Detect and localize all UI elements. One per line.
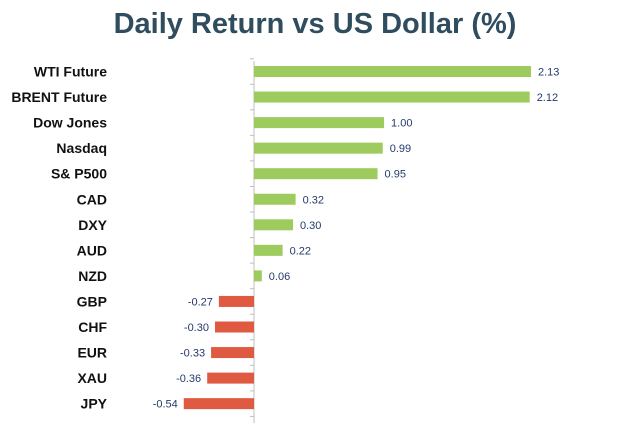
- category-label-brent-future: BRENT Future: [11, 89, 107, 105]
- category-label-s-p500: S& P500: [51, 166, 107, 182]
- category-label-aud: AUD: [77, 242, 107, 258]
- category-label-eur: EUR: [77, 345, 107, 361]
- value-label-cad: 0.32: [303, 194, 324, 206]
- category-label-xau: XAU: [77, 370, 107, 386]
- bar-s-p500: [254, 168, 378, 180]
- value-label-jpy: -0.54: [153, 399, 178, 411]
- value-label-wti-future: 2.13: [538, 67, 559, 79]
- value-label-s-p500: 0.95: [385, 169, 406, 181]
- bar-eur: [211, 347, 254, 359]
- category-label-cad: CAD: [77, 191, 107, 207]
- bar-nasdaq: [254, 142, 383, 154]
- bar-brent-future: [254, 91, 530, 103]
- bar-gbp: [218, 295, 254, 307]
- value-label-nzd: 0.06: [269, 271, 290, 283]
- category-label-dxy: DXY: [78, 217, 107, 233]
- value-label-nasdaq: 0.99: [390, 143, 411, 155]
- category-label-gbp: GBP: [77, 293, 107, 309]
- bar-nzd: [254, 270, 262, 282]
- bar-chf: [214, 321, 254, 333]
- value-label-xau: -0.36: [176, 373, 201, 385]
- bar-xau: [207, 372, 254, 384]
- bar-dow-jones: [254, 117, 385, 129]
- category-label-wti-future: WTI Future: [34, 64, 107, 80]
- chart-title: Daily Return vs US Dollar (%): [114, 8, 517, 40]
- value-label-chf: -0.30: [184, 322, 209, 334]
- plot-area: WTI Future 2.13 BRENT Future 2.12 Dow Jones 1…: [11, 58, 559, 423]
- value-label-gbp: -0.27: [188, 296, 213, 308]
- value-label-eur: -0.33: [180, 348, 205, 360]
- value-label-dow-jones: 1.00: [391, 118, 412, 130]
- category-label-nzd: NZD: [78, 268, 107, 284]
- bar-wti-future: [254, 66, 531, 77]
- value-label-dxy: 0.30: [300, 220, 321, 232]
- bar-aud: [254, 244, 283, 256]
- category-label-nasdaq: Nasdaq: [56, 140, 107, 156]
- value-label-brent-future: 2.12: [537, 92, 558, 104]
- category-label-jpy: JPY: [81, 396, 108, 412]
- value-label-aud: 0.22: [290, 245, 311, 257]
- category-label-chf: CHF: [78, 319, 107, 335]
- bar-cad: [254, 193, 296, 205]
- bar-jpy: [183, 398, 254, 410]
- category-label-dow-jones: Dow Jones: [33, 115, 107, 131]
- bar-dxy: [254, 219, 294, 231]
